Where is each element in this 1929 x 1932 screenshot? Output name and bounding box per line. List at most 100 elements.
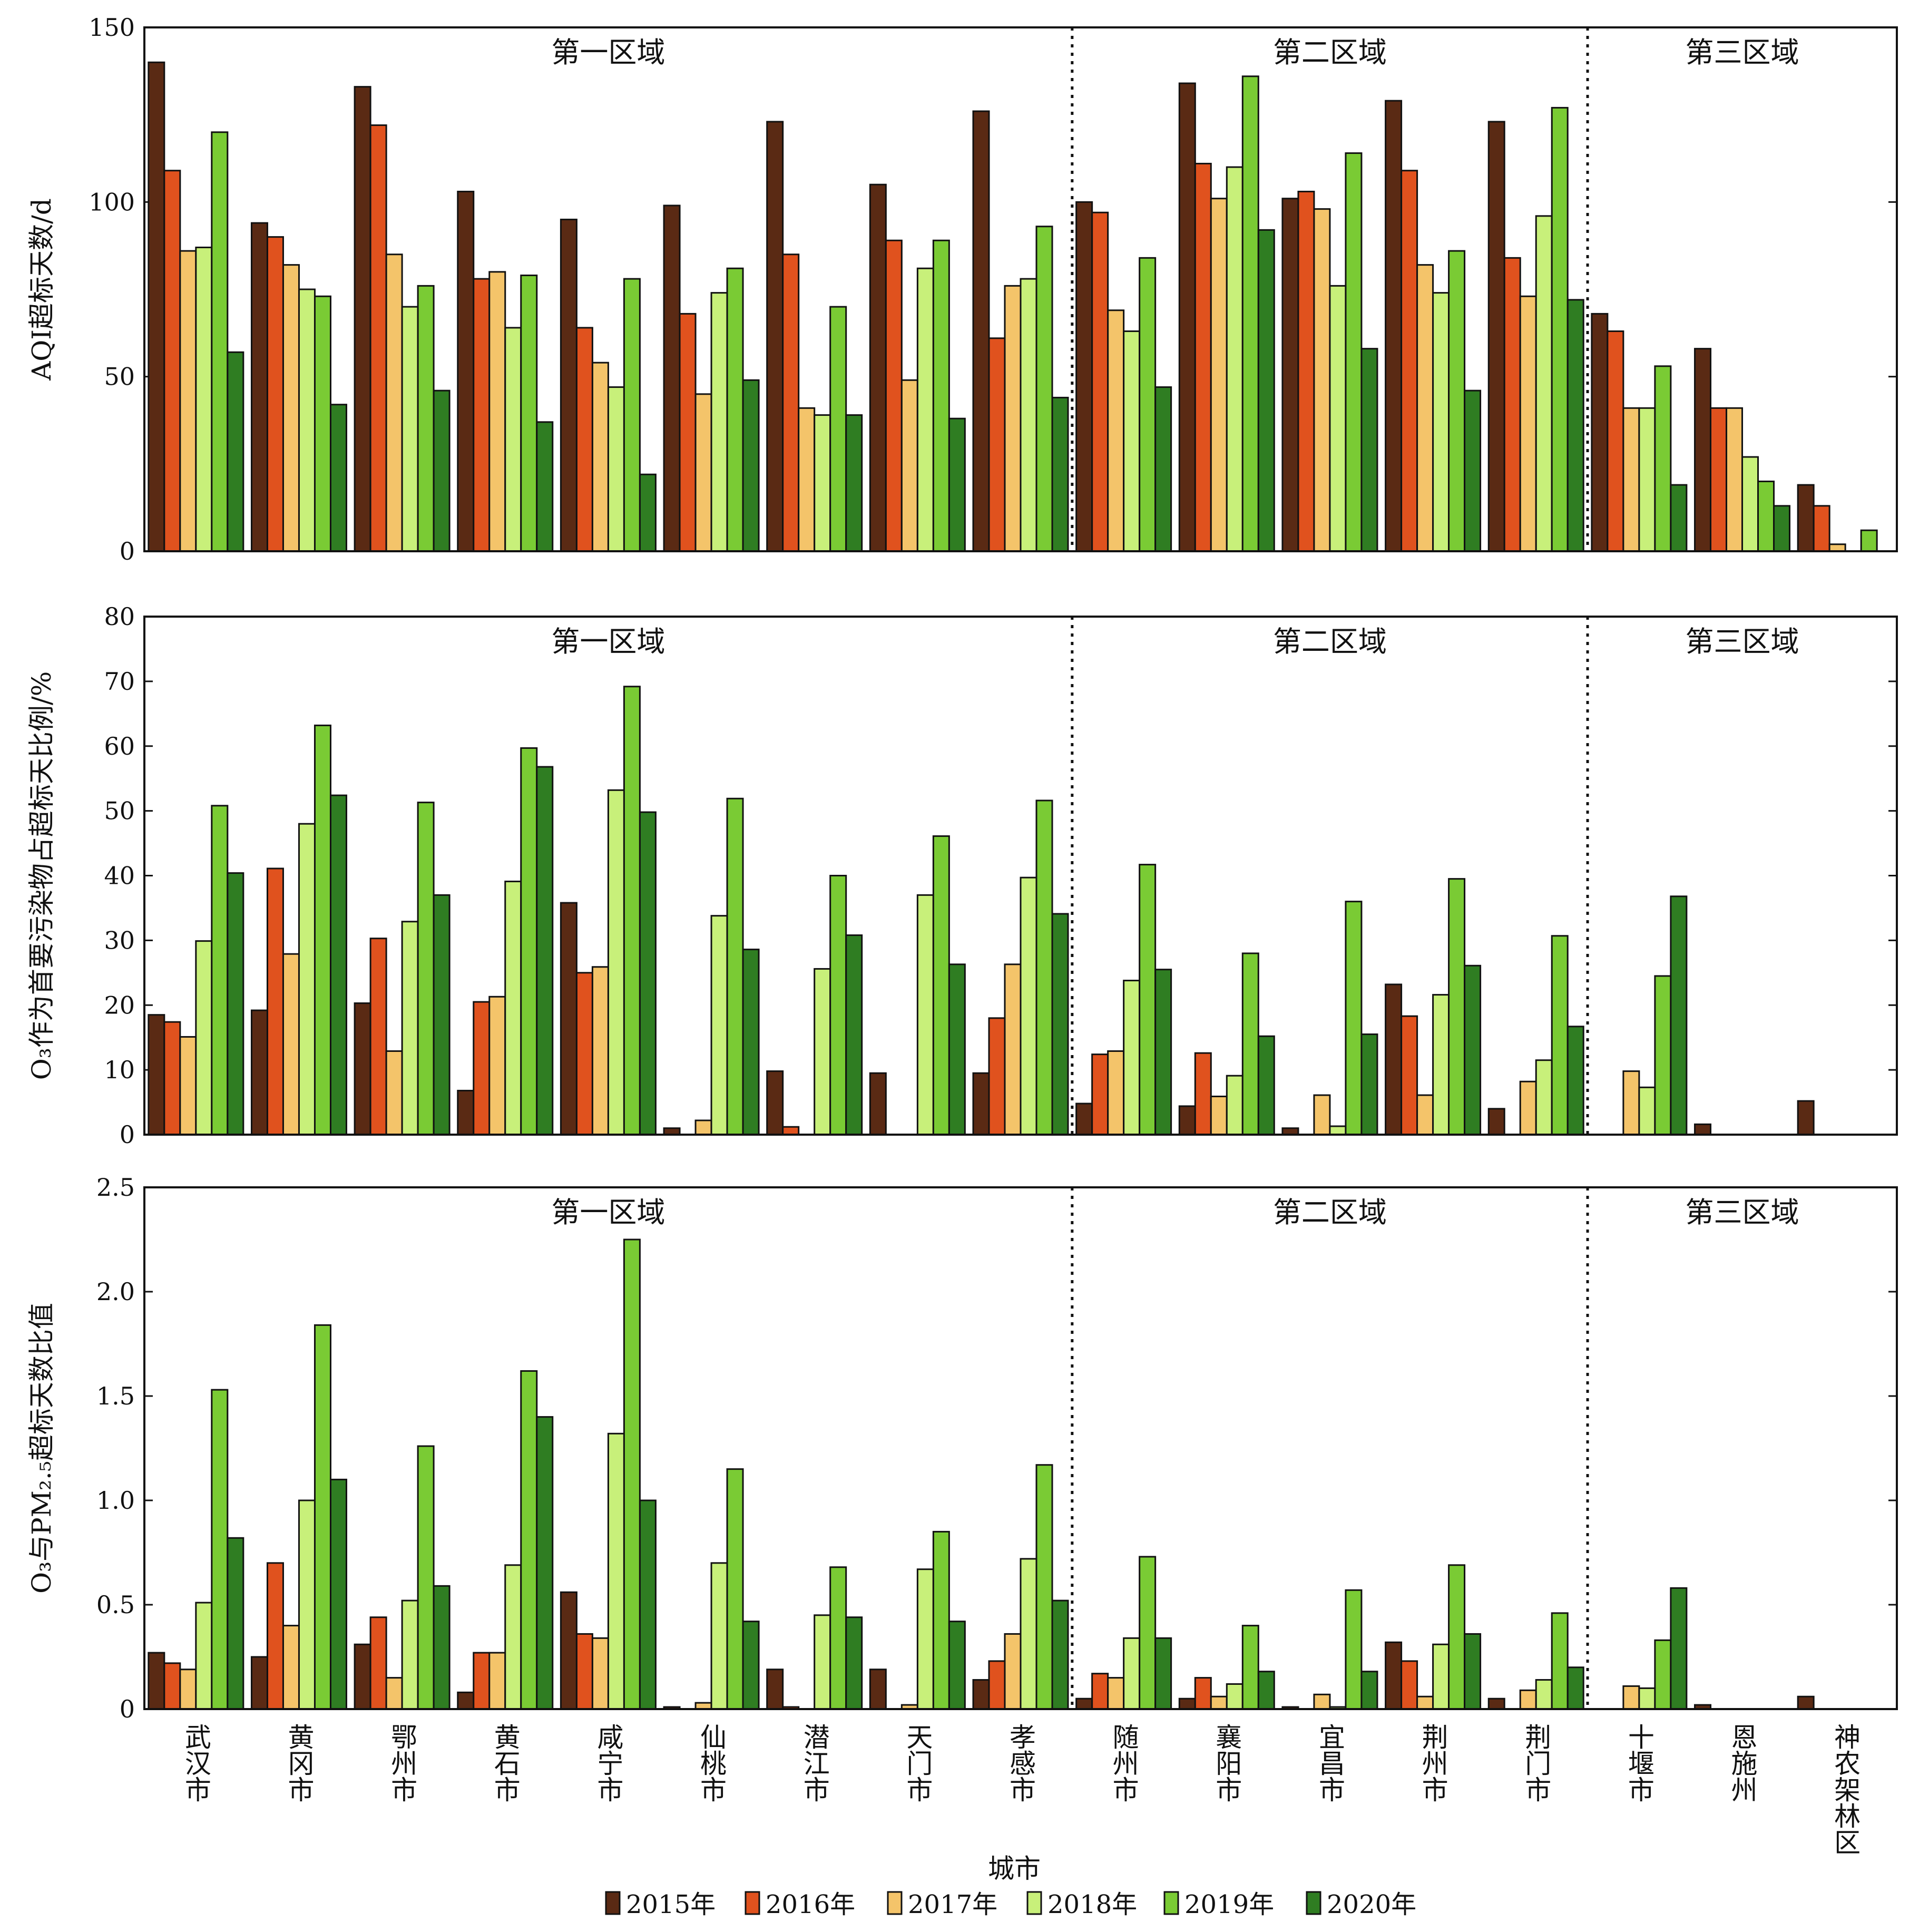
bar xyxy=(766,1070,784,1136)
bar xyxy=(1401,1660,1418,1710)
bar xyxy=(385,1050,403,1136)
bar xyxy=(814,1614,831,1710)
bar xyxy=(329,404,347,552)
bar xyxy=(829,1566,847,1710)
bar xyxy=(1035,226,1053,552)
bar xyxy=(1210,198,1228,552)
bar xyxy=(845,934,863,1136)
legend-label: 2016年 xyxy=(766,1890,855,1919)
bar xyxy=(1020,876,1037,1136)
bar xyxy=(520,747,538,1136)
bar xyxy=(250,222,268,552)
bar xyxy=(1360,1033,1378,1136)
bar xyxy=(1448,878,1466,1136)
bar xyxy=(1726,407,1744,552)
legend-label: 2018年 xyxy=(1047,1890,1137,1919)
bar xyxy=(988,1017,1006,1136)
bar xyxy=(1257,229,1275,552)
legend-label: 2020年 xyxy=(1327,1890,1416,1919)
bar xyxy=(1004,285,1022,552)
bar xyxy=(1139,257,1157,552)
bar xyxy=(623,278,641,552)
bar xyxy=(1178,82,1196,552)
bar xyxy=(298,1499,316,1710)
bar xyxy=(1241,1625,1259,1710)
bar xyxy=(457,190,475,552)
bar xyxy=(1535,215,1553,552)
bar xyxy=(1035,1464,1053,1710)
city-tick-label: 潜江市 xyxy=(799,1723,830,1802)
bar xyxy=(948,417,966,552)
bar xyxy=(282,953,300,1136)
city-tick-label: 十堰市 xyxy=(1624,1723,1654,1802)
region-label: 第一区域 xyxy=(551,625,665,658)
city-tick-label: 宜昌市 xyxy=(1315,1723,1345,1802)
bar xyxy=(211,1389,229,1710)
plot-frame xyxy=(143,616,1898,1136)
bar xyxy=(1051,1599,1069,1710)
bar xyxy=(1226,1075,1243,1136)
bar xyxy=(1281,198,1299,552)
bar xyxy=(1519,1689,1537,1710)
bar xyxy=(1123,980,1141,1136)
bar xyxy=(473,1652,491,1710)
city-tick-label: 黄石市 xyxy=(490,1723,521,1802)
bar xyxy=(1710,407,1728,552)
bar xyxy=(1345,152,1363,552)
bar xyxy=(1654,365,1672,552)
legend: 2015年 2016年 2017年 2018年 2019年 2020年 xyxy=(605,1890,1416,1919)
bar xyxy=(916,1568,934,1710)
y-tick-label: 150 xyxy=(89,13,135,42)
y-axis-title: O₃与PM₂.₅超标天数比值 xyxy=(26,1303,57,1594)
bar xyxy=(1313,1094,1331,1136)
bar xyxy=(1432,1643,1450,1710)
y-tick-label: 100 xyxy=(89,188,135,216)
bar xyxy=(1519,295,1537,552)
region-label: 第三区域 xyxy=(1686,36,1799,69)
bar xyxy=(1091,1673,1109,1710)
bar xyxy=(814,968,831,1136)
city-tick-label: 襄阳市 xyxy=(1211,1723,1242,1802)
bar xyxy=(798,407,816,552)
bar xyxy=(1194,1052,1212,1136)
bar xyxy=(885,239,903,552)
bar xyxy=(1154,386,1172,552)
bar xyxy=(1464,964,1482,1136)
bar xyxy=(227,872,244,1136)
city-tick-label: 恩施州 xyxy=(1727,1723,1758,1802)
bar xyxy=(932,1530,950,1710)
bar xyxy=(1464,1633,1482,1710)
bar xyxy=(1622,407,1640,552)
bar xyxy=(266,1562,284,1710)
bar xyxy=(710,1562,728,1710)
bar xyxy=(520,1370,538,1710)
bar xyxy=(282,264,300,552)
bar xyxy=(1210,1096,1228,1136)
bar xyxy=(726,267,744,552)
y-tick-label: 0.5 xyxy=(96,1591,135,1619)
y-tick-label: 70 xyxy=(104,667,135,696)
bar xyxy=(1107,1050,1125,1136)
bar xyxy=(369,124,387,552)
bar xyxy=(1797,484,1815,552)
y-tick-label: 40 xyxy=(104,862,135,890)
bar xyxy=(1860,529,1878,552)
bar xyxy=(694,393,712,552)
bar xyxy=(1670,895,1688,1136)
bar xyxy=(591,362,609,552)
bar xyxy=(1345,901,1363,1136)
bar xyxy=(1075,1697,1093,1710)
bar xyxy=(1622,1070,1640,1136)
bar xyxy=(1123,330,1141,552)
bar xyxy=(1813,505,1830,552)
bar xyxy=(607,386,625,552)
bar xyxy=(845,414,863,552)
bar xyxy=(1004,1633,1022,1710)
bar xyxy=(972,1679,990,1710)
bar xyxy=(354,1643,371,1710)
bar xyxy=(1123,1637,1141,1710)
bar xyxy=(488,271,506,552)
bar xyxy=(473,278,491,552)
bar xyxy=(179,250,197,552)
